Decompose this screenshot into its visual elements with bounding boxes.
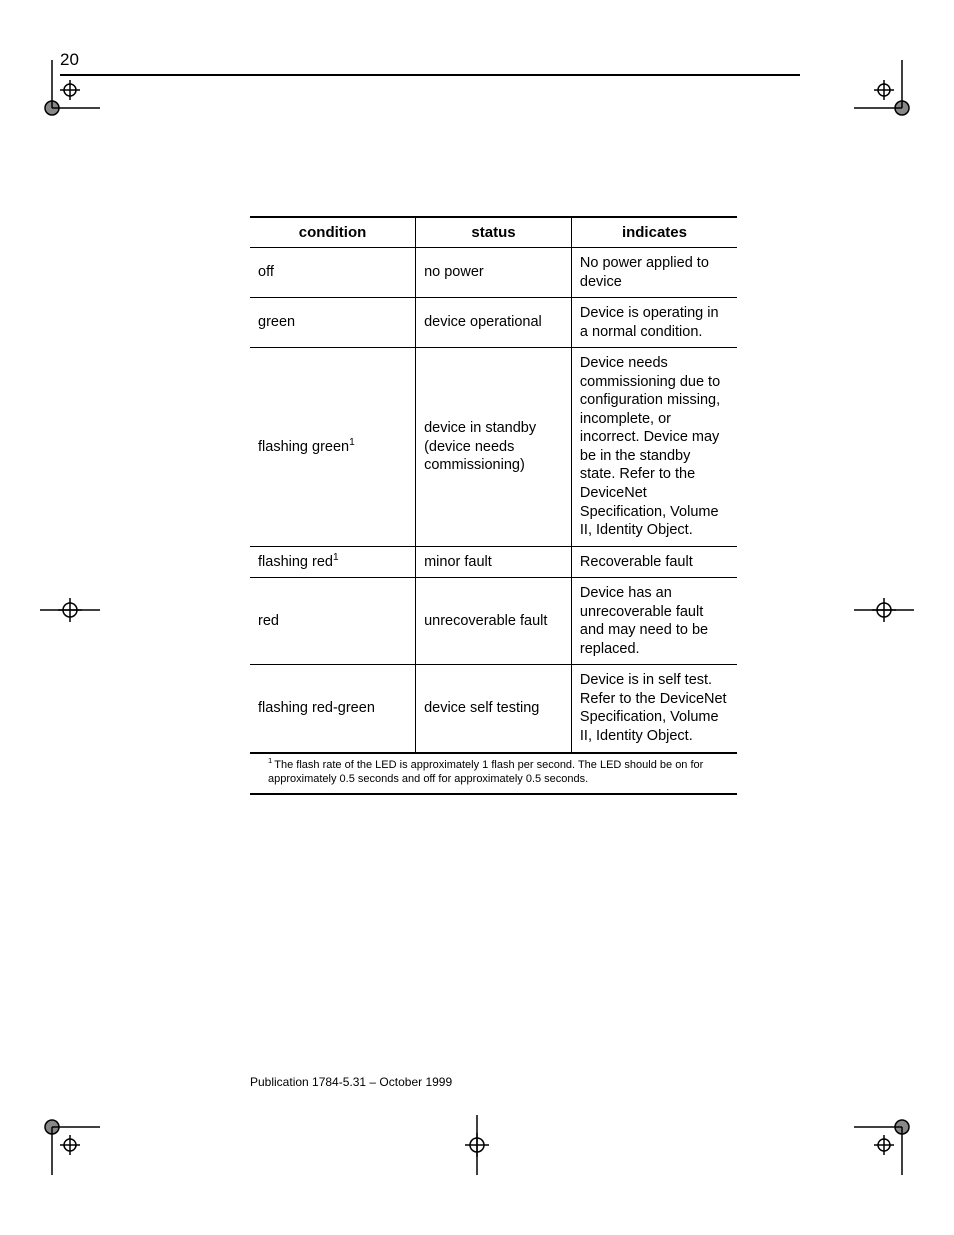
cell-indicates: Device has an unrecoverable fault and ma… bbox=[571, 578, 737, 665]
table-row: flashing green1 device in standby (devic… bbox=[250, 348, 737, 546]
cell-condition: red bbox=[250, 578, 416, 665]
page-header-rule: 20 bbox=[60, 50, 800, 76]
table-row: green device operational Device is opera… bbox=[250, 298, 737, 348]
cell-status: unrecoverable fault bbox=[416, 578, 572, 665]
col-header-indicates: indicates bbox=[571, 217, 737, 248]
table-header-row: condition status indicates bbox=[250, 217, 737, 248]
crop-mark-icon bbox=[40, 60, 100, 120]
cell-indicates: Recoverable fault bbox=[571, 546, 737, 578]
cell-indicates: Device is operating in a normal conditio… bbox=[571, 298, 737, 348]
cell-status: device operational bbox=[416, 298, 572, 348]
crop-mark-icon bbox=[854, 580, 914, 640]
table-row: flashing red1 minor fault Recoverable fa… bbox=[250, 546, 737, 578]
cell-indicates: Device needs commissioning due to config… bbox=[571, 348, 737, 546]
col-header-status: status bbox=[416, 217, 572, 248]
publication-line: Publication 1784-5.31 – October 1999 bbox=[250, 1075, 894, 1089]
cell-condition: flashing red-green bbox=[250, 665, 416, 753]
crop-mark-icon bbox=[854, 1115, 914, 1175]
crop-mark-icon bbox=[40, 580, 100, 640]
col-header-condition: condition bbox=[250, 217, 416, 248]
table-row: off no power No power applied to device bbox=[250, 248, 737, 298]
table-row: red unrecoverable fault Device has an un… bbox=[250, 578, 737, 665]
cell-indicates: Device is in self test. Refer to the Dev… bbox=[571, 665, 737, 753]
cell-status: device in standby (device needs commissi… bbox=[416, 348, 572, 546]
table-footnote: 1The flash rate of the LED is approximat… bbox=[250, 754, 737, 796]
page-frame: 20 condition status indicates off no pow… bbox=[60, 50, 894, 1185]
table-row: flashing red-green device self testing D… bbox=[250, 665, 737, 753]
crop-mark-icon bbox=[40, 1115, 100, 1175]
cell-condition: flashing green1 bbox=[250, 348, 416, 546]
cell-condition: flashing red1 bbox=[250, 546, 416, 578]
cell-status: minor fault bbox=[416, 546, 572, 578]
cell-condition: off bbox=[250, 248, 416, 298]
content-area: condition status indicates off no power … bbox=[250, 216, 737, 795]
cell-status: device self testing bbox=[416, 665, 572, 753]
cell-status: no power bbox=[416, 248, 572, 298]
cell-condition: green bbox=[250, 298, 416, 348]
crop-mark-icon bbox=[447, 1115, 507, 1175]
status-table: condition status indicates off no power … bbox=[250, 216, 737, 754]
crop-mark-icon bbox=[854, 60, 914, 120]
cell-indicates: No power applied to device bbox=[571, 248, 737, 298]
